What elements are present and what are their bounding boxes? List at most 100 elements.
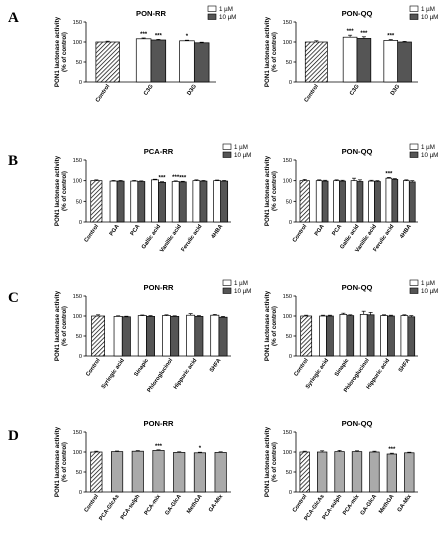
significance-mark: ***: [385, 171, 393, 177]
significance-mark: ***: [388, 447, 396, 453]
bar: [334, 451, 345, 493]
y-axis-label: PON1 lactonase activity(% of control): [54, 426, 68, 497]
bar: [210, 314, 220, 357]
bar: [137, 315, 147, 357]
bar: [135, 38, 152, 83]
y-tick-label: 0: [79, 354, 82, 360]
x-tick-label: Control: [83, 493, 100, 513]
bar: [116, 180, 125, 223]
x-tick-label: PCA-GlcAs: [98, 494, 120, 522]
chart-title: PON-RR: [136, 9, 166, 18]
bar: [192, 180, 201, 223]
legend-swatch: [222, 287, 232, 294]
x-tick-label: Syringic acid: [101, 357, 127, 390]
bar: [380, 315, 388, 357]
legend-label: 1 µM: [421, 6, 435, 13]
bar: [162, 315, 171, 357]
legend-label: 1 µM: [219, 6, 233, 13]
bar: [374, 181, 381, 223]
significance-mark: ***: [347, 29, 355, 35]
y-tick-label: 0: [79, 80, 82, 86]
bar: [146, 316, 155, 357]
bar: [193, 42, 210, 83]
y-tick-label: 150: [73, 20, 82, 26]
legend-swatch: [222, 151, 232, 158]
bar: [391, 179, 399, 223]
significance-mark: ***: [155, 33, 163, 39]
significance-mark: ***: [155, 444, 163, 450]
bar: [109, 180, 118, 223]
panel-letter: B: [8, 153, 18, 169]
x-tick-label: Ferulic acid: [181, 223, 204, 253]
bar: [173, 452, 186, 493]
y-tick-label: 50: [286, 199, 292, 205]
bar: [158, 181, 166, 223]
x-tick-label: Control: [95, 83, 112, 103]
bar: [151, 179, 159, 223]
chart-panel: PON-QQ 0 50 100 150 PON1 lactonase activity(%…: [264, 419, 418, 522]
y-tick-label: 100: [283, 314, 292, 320]
legend-label: 10 µM: [421, 152, 438, 159]
y-tick-label: 50: [76, 334, 82, 340]
y-tick-label: 0: [289, 80, 292, 86]
y-axis-label: PON1 lactonase activity(% of control): [54, 155, 68, 226]
x-tick-label: Control: [85, 357, 102, 377]
y-tick-label: 150: [283, 294, 292, 300]
control-bar: [299, 180, 310, 223]
x-tick-label: SHFA: [398, 358, 412, 374]
y-tick-label: 100: [73, 314, 82, 320]
x-tick-label: Hippuric acid: [173, 357, 199, 390]
x-tick-label: GA-Mix: [208, 493, 225, 513]
y-tick-label: 100: [73, 179, 82, 185]
y-axis-label: PON1 lactonase activity(% of control): [264, 426, 278, 497]
bar: [397, 41, 412, 83]
y-tick-label: 50: [76, 199, 82, 205]
bar: [186, 314, 196, 357]
legend-swatch: [409, 287, 419, 294]
bar: [383, 40, 399, 83]
bar: [220, 180, 229, 223]
x-tick-label: C3G: [349, 83, 361, 96]
control-bar: [90, 451, 103, 493]
legend-label: 1 µM: [421, 144, 435, 151]
bar: [339, 180, 346, 223]
bar: [385, 177, 393, 223]
bar: [407, 316, 416, 357]
legend-label: 10 µM: [219, 14, 236, 21]
y-tick-label: 150: [283, 20, 292, 26]
legend-swatch: [409, 13, 419, 20]
bar: [400, 315, 409, 357]
x-tick-label: D3G: [186, 83, 198, 96]
bar: [339, 314, 348, 357]
bar: [342, 36, 358, 83]
bar: [319, 315, 327, 357]
x-tick-label: GA-Mix: [397, 493, 414, 513]
bar: [315, 180, 323, 223]
bar: [356, 38, 372, 83]
bar: [408, 181, 416, 223]
x-tick-label: Sinapic: [334, 358, 351, 378]
chart-title: PON-QQ: [342, 9, 373, 18]
y-tick-label: 50: [76, 60, 82, 66]
y-axis-label: PON1 lactonase activity(% of control): [264, 16, 278, 87]
y-tick-label: 50: [286, 334, 292, 340]
legend-swatch: [207, 5, 217, 12]
y-axis-label: PON1 lactonase activity(% of control): [54, 290, 68, 361]
chart-title: PCA-RR: [144, 147, 174, 156]
bar: [113, 316, 123, 357]
x-tick-label: PCA: [331, 224, 343, 237]
x-tick-label: PCA-mix: [144, 493, 163, 517]
bar: [321, 180, 329, 223]
y-tick-label: 100: [73, 40, 82, 46]
x-tick-label: 4HBA: [399, 224, 413, 240]
bar: [131, 450, 144, 493]
x-tick-label: Control: [292, 223, 309, 243]
chart-panel: D PON-RR 0 50 100 150 PON1 lactonase activity(…: [8, 419, 231, 522]
y-tick-label: 150: [283, 430, 292, 436]
x-tick-label: 4HBA: [210, 224, 224, 240]
legend-label: 10 µM: [234, 152, 251, 159]
legend-label: 1 µM: [234, 144, 248, 151]
x-tick-label: C3G: [143, 83, 155, 96]
control-bar: [299, 451, 310, 493]
y-tick-label: 50: [76, 470, 82, 476]
